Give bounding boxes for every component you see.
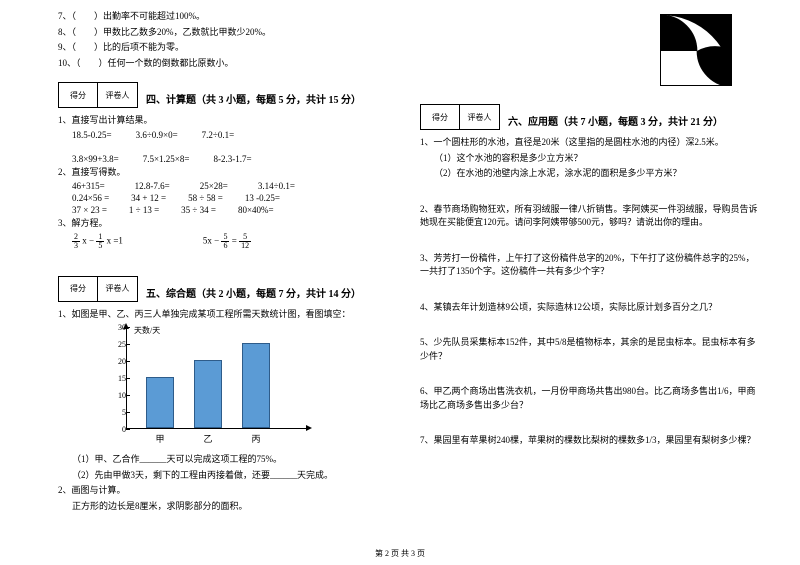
section-6-title: 六、应用题（共 7 小题，每题 3 分，共计 21 分） [508,113,723,128]
eq: 46+315= [72,181,105,191]
r-q1b: （2）在水池的池壁内涂上水泥，涂水泥的面积是多少平方米？ [420,167,762,181]
tf-7: 7、（ ）出勤率不可能超过100%。 [58,10,400,24]
y-axis-title: 天数/天 [134,325,160,336]
score-box-6: 得分 评卷人 [420,104,500,130]
s5q1b: （2）先由甲做3天，剩下的工程由丙接着做，还要______天完成。 [58,469,400,483]
eq: 58 ÷ 58 = [188,193,223,203]
left-column: 7、（ ）出勤率不可能超过100%。 8、（ ）甲数比乙数多20%，乙数就比甲数… [48,8,410,540]
eq: 7.2÷0.1= [202,130,235,140]
eq3b: 5x − 56 = 512 [203,233,251,250]
eq: 35 ÷ 34 = [181,205,216,215]
r-q2: 2、春节商场购物狂欢，所有羽绒服一律八折销售。李阿姨买一件羽绒服，导购员告诉她现… [420,203,762,230]
right-column: 得分 评卷人 六、应用题（共 7 小题，每题 3 分，共计 21 分） 1、一个… [410,8,772,540]
score-label: 得分 [59,83,98,107]
eq: 13 -0.25= [245,193,280,203]
q3-equations: 23 x − 15 x =1 5x − 56 = 512 [58,233,400,250]
q2-row3: 37 × 23 = 1 ÷ 13 = 35 ÷ 34 = 80×40%= [58,205,400,215]
r-q7: 7、果园里有苹果树240棵，苹果树的棵数比梨树的棵数多1/3，果园里有梨树多少棵… [420,434,762,448]
score-box-5: 得分 评卷人 [58,276,138,302]
section-4-header: 得分 评卷人 四、计算题（共 3 小题，每题 5 分，共计 15 分） [58,72,400,112]
x-label: 甲 [146,432,174,445]
eq: 1 ÷ 13 = [129,205,159,215]
r-q1: 1、一个圆柱形的水池，直径是20米（这里指的是圆柱水池的内径）深2.5米。 [420,136,762,150]
score-box-4: 得分 评卷人 [58,82,138,108]
r-q6: 6、甲乙两个商场出售洗衣机，一月份甲商场共售出980台。比乙商场多售出1/6，甲… [420,385,762,412]
x-label: 丙 [242,432,270,445]
tf-9: 9、（ ）比的后项不能为零。 [58,41,400,55]
q3-title: 3、解方程。 [58,217,400,231]
eq3a: 23 x − 15 x =1 [72,233,123,250]
grader-label: 评卷人 [98,277,137,301]
s5q2: 2、画图与计算。 [58,484,400,498]
eq: 25×28= [200,181,228,191]
r-q5: 5、少先队员采集标本152件，其中5/8是植物标本，其余的是昆虫标本。昆虫标本有… [420,336,762,363]
bar [194,360,222,428]
geometry-figure [660,14,732,86]
q2-row1: 46+315= 12.8-7.6= 25×28= 3.14÷0.1= [58,181,400,191]
eq: 12.8-7.6= [135,181,170,191]
q1-title: 1、直接写出计算结果。 [58,114,400,128]
eq: 80×40%= [238,205,274,215]
section-6-header: 得分 评卷人 六、应用题（共 7 小题，每题 3 分，共计 21 分） [420,94,762,134]
score-label: 得分 [59,277,98,301]
section-5-title: 五、综合题（共 2 小题，每题 7 分，共计 14 分） [146,285,361,300]
eq: 7.5×1.25×8= [143,154,190,164]
s5q2a: 正方形的边长是8厘米，求阴影部分的面积。 [58,500,400,514]
eq: 37 × 23 = [72,205,107,215]
eq: 3.8×99+3.8= [72,154,119,164]
section-4-title: 四、计算题（共 3 小题，每题 5 分，共计 15 分） [146,91,361,106]
section-5-header: 得分 评卷人 五、综合题（共 2 小题，每题 7 分，共计 14 分） [58,266,400,306]
grader-label: 评卷人 [460,105,499,129]
q2-row2: 0.24×56 = 34 + 12 = 58 ÷ 58 = 13 -0.25= [58,193,400,203]
r-q4: 4、某镇去年计划造林9公顷，实际造林12公顷，实际比原计划多百分之几？ [420,301,762,315]
bar [242,343,270,428]
q1-row2: 3.8×99+3.8= 7.5×1.25×8= 8-2.3-1.7= [58,154,400,164]
bar-chart: 天数/天 051015202530甲乙丙 [98,327,308,447]
s5q1: 1、如图是甲、乙、丙三人单独完成某项工程所需天数统计图，看图填空： [58,308,400,322]
page-footer: 第 2 页 共 3 页 [0,548,800,559]
eq: 18.5-0.25= [72,130,112,140]
s5q1a: （1）甲、乙合作______天可以完成这项工程的75%。 [58,453,400,467]
eq: 8-2.3-1.7= [213,154,251,164]
r-q3: 3、芳芳打一份稿件，上午打了这份稿件总字的20%，下午打了这份稿件总字的25%，… [420,252,762,279]
x-label: 乙 [194,432,222,445]
r-q1a: （1）这个水池的容积是多少立方米？ [420,152,762,166]
score-label: 得分 [421,105,460,129]
x-axis [126,428,308,429]
eq: 0.24×56 = [72,193,109,203]
q1-row1: 18.5-0.25= 3.6÷0.9×0= 7.2÷0.1= [58,130,400,140]
tf-8: 8、（ ）甲数比乙数多20%，乙数就比甲数少20%。 [58,26,400,40]
tf-10: 10、（ ）任何一个数的倒数都比原数小。 [58,57,400,71]
eq: 3.14÷0.1= [258,181,295,191]
q2-title: 2、直接写得数。 [58,166,400,180]
bar [146,377,174,428]
eq: 34 + 12 = [131,193,166,203]
grader-label: 评卷人 [98,83,137,107]
eq: 3.6÷0.9×0= [136,130,178,140]
